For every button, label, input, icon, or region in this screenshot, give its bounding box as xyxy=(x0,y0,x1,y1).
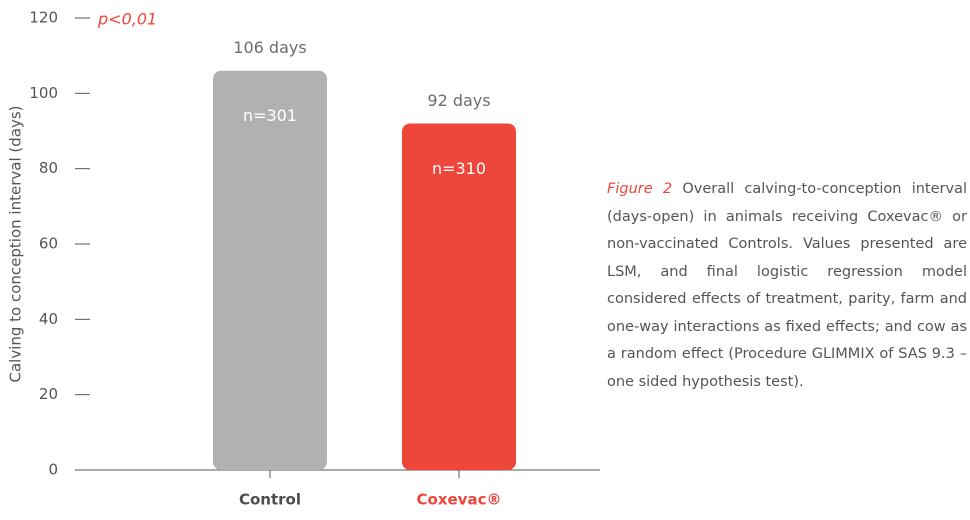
annotation: p<0,01 xyxy=(97,10,157,29)
y-axis-label: Calving to conception interval (days) xyxy=(7,106,25,383)
chart: Calving to conception interval (days) p<… xyxy=(7,9,600,509)
x-tick-label: Coxevac® xyxy=(417,491,502,509)
value-label: 92 days xyxy=(427,91,490,110)
caption-text: Overall calving-to-conception interval (… xyxy=(607,181,967,390)
y-tick-label: 120 xyxy=(29,9,58,27)
bar xyxy=(213,70,327,470)
caption-label: Figure 2 xyxy=(607,181,673,197)
sample-size: n=310 xyxy=(432,159,486,178)
bar xyxy=(402,123,516,470)
y-tick-label: 60 xyxy=(39,235,58,253)
y-tick-label: 0 xyxy=(48,461,58,479)
y-tick-label: 20 xyxy=(39,385,58,403)
sample-size: n=301 xyxy=(243,106,297,125)
y-tick-label: 80 xyxy=(39,159,58,177)
y-tick-label: 40 xyxy=(39,310,58,328)
y-tick-label: 100 xyxy=(29,84,58,102)
value-label: 106 days xyxy=(233,38,306,57)
caption: Figure 2 Overall calving-to-conception i… xyxy=(607,176,967,396)
x-tick-label: Control xyxy=(239,491,301,509)
